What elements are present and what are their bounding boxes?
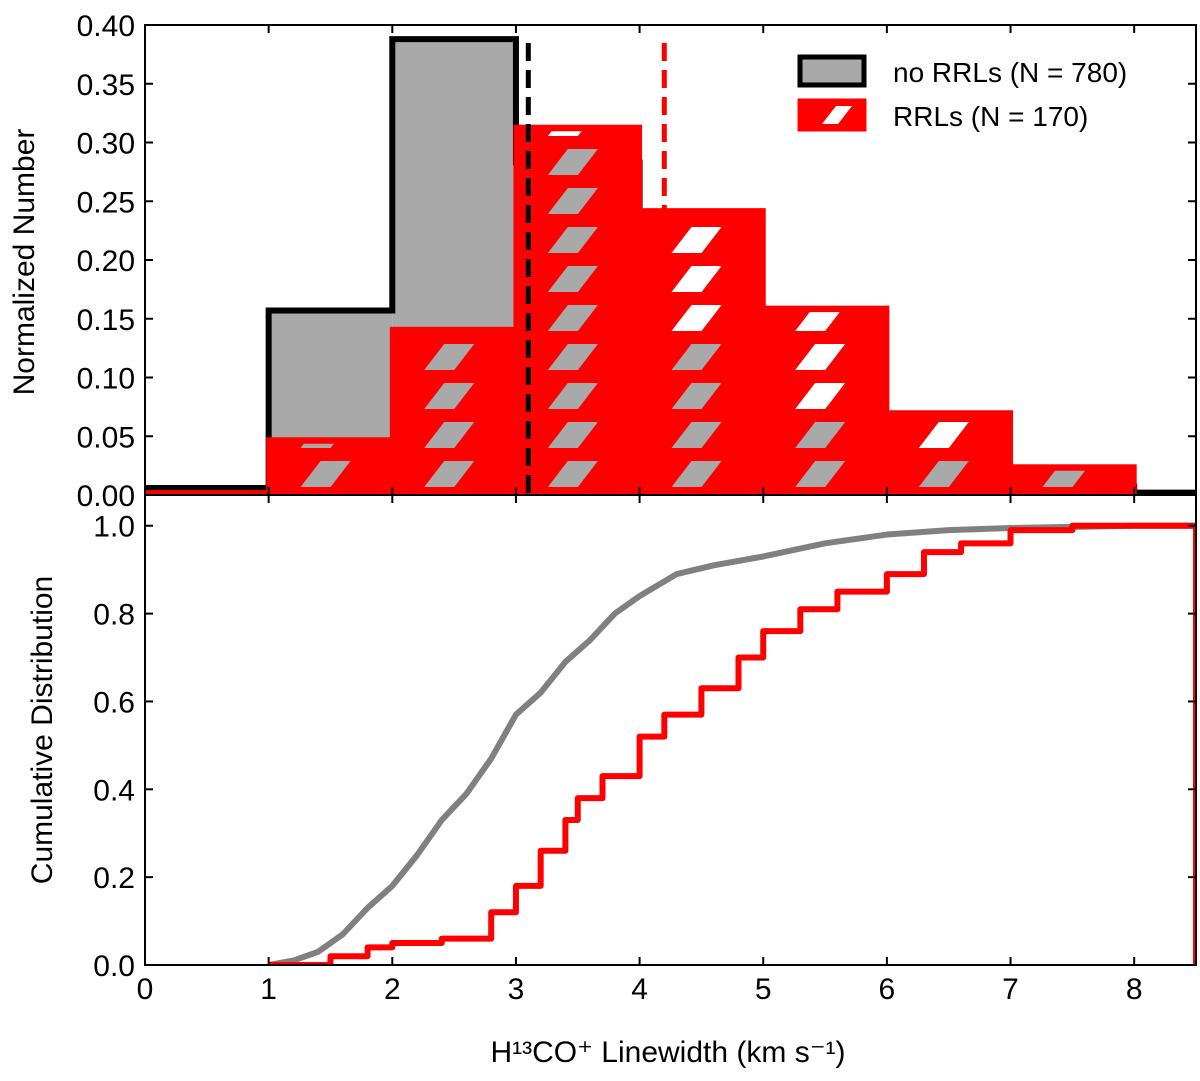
bottom-plot-frame [144, 494, 1197, 966]
y-tick-label: 0.05 [77, 421, 135, 454]
x-axis-label: H¹³CO⁺ Linewidth (km s⁻¹) [490, 1036, 845, 1069]
y-tick-label: 0.6 [93, 686, 135, 719]
y-tick-label: 0.4 [93, 774, 135, 807]
y-tick-label: 0.0 [93, 950, 135, 983]
bar-rrls [389, 326, 519, 495]
bar-rrls [760, 305, 890, 495]
legend-label-rrls: RRLs (N = 170) [893, 101, 1088, 132]
legend-label-no-rrls: no RRLs (N = 780) [893, 57, 1127, 88]
bar-rrls [637, 208, 766, 495]
x-tick-label: 3 [508, 973, 525, 1006]
legend-swatch-no-rrls [797, 54, 867, 88]
top-y-axis-label: Normalized Number [8, 129, 41, 396]
y-tick-label: 0.20 [77, 245, 135, 278]
x-tick-label: 2 [384, 973, 401, 1006]
bar-rrls [1008, 464, 1137, 495]
y-tick-label: 0.00 [77, 480, 135, 513]
x-tick-label: 5 [755, 973, 772, 1006]
x-tick-label: 7 [1002, 973, 1019, 1006]
histogram-panel: 0.00 0.05 0.10 0.15 0.20 0.25 0.30 0.35 0.40 Nor… [8, 10, 1197, 513]
x-tick-label: 0 [137, 973, 154, 1006]
y-tick-label: 0.35 [77, 69, 135, 102]
y-tick-label: 0.2 [93, 862, 135, 895]
x-tick-label: 8 [1126, 973, 1143, 1006]
x-tick-label: 4 [631, 973, 648, 1006]
cdf-line-no-rrls [268, 522, 1196, 965]
y-tick-label: 0.30 [77, 128, 135, 161]
legend-swatch-rrls [797, 98, 867, 132]
y-tick-label: 0.8 [93, 599, 135, 632]
x-tick-label: 6 [879, 973, 896, 1006]
y-tick-label: 0.10 [77, 363, 135, 396]
y-tick-label: 1.0 [93, 511, 135, 544]
cumulative-panel: 0.0 0.2 0.4 0.6 0.8 1.0 0 1 2 3 4 5 6 7 8 Cumulative … [26, 494, 1197, 1069]
cdf-line-rrls [268, 522, 1196, 965]
y-tick-label: 0.40 [77, 10, 135, 43]
legend: no RRLs (N = 780) RRLs (N = 170) [797, 54, 1127, 132]
x-tick-label: 1 [260, 973, 277, 1006]
y-tick-label: 0.25 [77, 186, 135, 219]
bottom-y-axis-label: Cumulative Distribution [26, 576, 59, 884]
bar-rrls [884, 410, 1014, 495]
y-tick-label: 0.15 [77, 304, 135, 337]
bar-rrls [513, 124, 643, 495]
